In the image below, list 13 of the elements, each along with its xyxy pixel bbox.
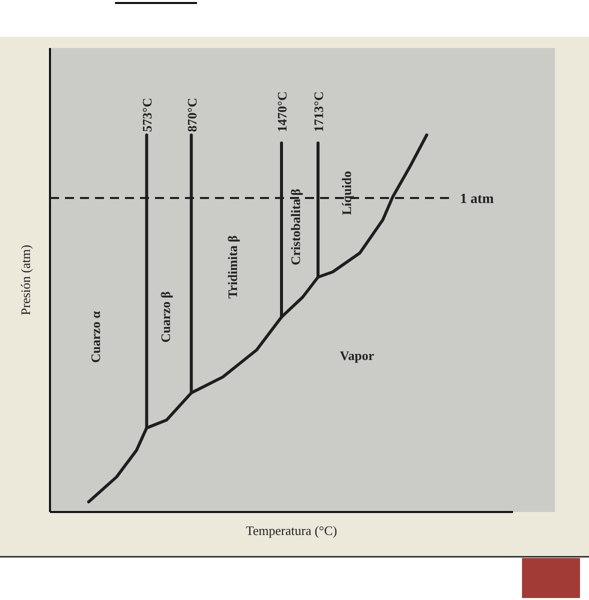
x-tick-label: 573°C <box>140 98 155 132</box>
x-tick-label: 870°C <box>184 98 200 132</box>
ref-line-label: 1 atm <box>460 192 494 207</box>
annotation: Vapor <box>340 348 374 363</box>
x-tick-label: 1470°C <box>274 91 290 132</box>
annotation: Cuarzo β <box>158 291 173 343</box>
annotation: Cuarzo α <box>88 310 103 363</box>
annotation: Líquido <box>339 170 354 216</box>
y-axis-title: Presión (atm) <box>18 244 33 316</box>
x-tick-label: 1713°C <box>311 91 326 132</box>
x-axis-title: Temperatura (°C) <box>246 523 338 538</box>
annotation: Cristobalita β <box>288 188 303 266</box>
annotation: Tridimita β <box>225 235 240 299</box>
